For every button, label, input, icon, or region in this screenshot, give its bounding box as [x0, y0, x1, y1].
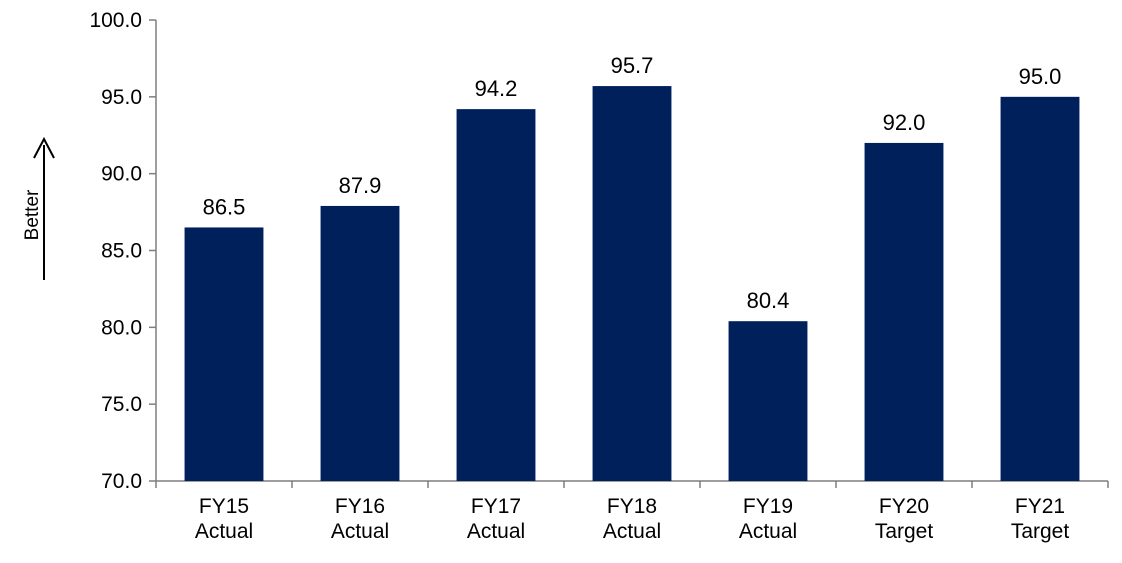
x-category-label: FY19 [743, 495, 793, 518]
bar [456, 109, 536, 482]
bar [184, 227, 264, 481]
data-label: 80.4 [747, 288, 790, 313]
x-category-label: Target [1011, 520, 1070, 543]
y-axis-title: Better [22, 189, 43, 240]
data-label: 86.5 [203, 194, 246, 219]
y-tick-label: 90.0 [101, 163, 142, 186]
y-axis-title-group: Better [22, 136, 55, 280]
bar [728, 321, 808, 481]
x-category-label: Target [875, 520, 934, 543]
bars [184, 86, 1080, 482]
x-category-label: Actual [467, 520, 525, 543]
x-category-label: FY15 [199, 495, 249, 518]
bar [1000, 96, 1080, 481]
x-category-label: Actual [603, 520, 661, 543]
data-label: 87.9 [339, 173, 382, 198]
y-tick-label: 80.0 [101, 316, 142, 339]
y-axis: 70.0 75.0 80.0 85.0 90.0 95.0 100.0 [89, 9, 157, 493]
data-label: 95.0 [1019, 64, 1062, 89]
x-category-label: Actual [195, 520, 253, 543]
x-category-label: Actual [739, 520, 797, 543]
x-category-label: FY16 [335, 495, 385, 518]
bar [592, 86, 672, 482]
x-category-label: FY21 [1015, 495, 1065, 518]
y-tick-label: 85.0 [101, 240, 142, 263]
x-category-label: FY18 [607, 495, 657, 518]
y-tick-label: 95.0 [101, 86, 142, 109]
x-category-label: FY17 [471, 495, 521, 518]
x-category-label: FY20 [879, 495, 929, 518]
better-arrow-head-icon [33, 136, 55, 159]
data-labels: 86.5 87.9 94.2 95.7 80.4 92.0 95.0 [203, 53, 1062, 313]
y-tick-label: 70.0 [101, 470, 142, 493]
x-category-label: Actual [331, 520, 389, 543]
y-tick-label: 100.0 [89, 9, 142, 32]
data-label: 95.7 [611, 53, 654, 78]
x-axis: FY15ActualFY16ActualFY17ActualFY18Actual… [155, 480, 1109, 543]
data-label: 92.0 [883, 110, 926, 135]
data-label: 94.2 [475, 76, 518, 101]
bar [320, 205, 400, 482]
bar [864, 142, 944, 481]
y-tick-label: 75.0 [101, 393, 142, 416]
